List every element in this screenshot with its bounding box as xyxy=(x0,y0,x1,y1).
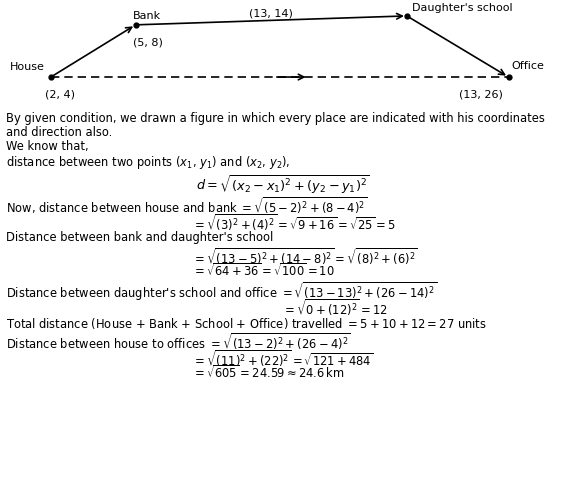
Text: $= \sqrt{64+36} = \sqrt{100} = 10$: $= \sqrt{64+36} = \sqrt{100} = 10$ xyxy=(192,262,335,279)
Text: distance between two points ($x_1$, $y_1$) and ($x_2$, $y_2$),: distance between two points ($x_1$, $y_1… xyxy=(6,154,290,171)
Text: $= \sqrt{(3)^2 + (4)^2} = \sqrt{9+16} = \sqrt{25} = 5$: $= \sqrt{(3)^2 + (4)^2} = \sqrt{9+16} = … xyxy=(192,212,396,234)
Text: (2, 4): (2, 4) xyxy=(45,89,75,99)
Text: We know that,: We know that, xyxy=(6,140,88,153)
Text: Now, distance between house and bank $= \sqrt{(5-2)^2 + (8-4)^2}$: Now, distance between house and bank $= … xyxy=(6,195,367,217)
Text: and direction also.: and direction also. xyxy=(6,126,112,139)
Text: By given condition, we drawn a figure in which every place are indicated with hi: By given condition, we drawn a figure in… xyxy=(6,112,545,125)
Text: Distance between house to offices $= \sqrt{(13-2)^2 + (26-4)^2}$: Distance between house to offices $= \sq… xyxy=(6,331,351,352)
Text: (5, 8): (5, 8) xyxy=(133,37,163,47)
Text: Distance between bank and daughter's school: Distance between bank and daughter's sch… xyxy=(6,231,273,244)
Text: Total distance (House + Bank + School + Office) travelled $= 5 + 10 + 12 = 27$ u: Total distance (House + Bank + School + … xyxy=(6,316,486,331)
Text: (13, 14): (13, 14) xyxy=(249,8,293,18)
Text: $= \sqrt{(11)^2 + (22)^2} = \sqrt{121+484}$: $= \sqrt{(11)^2 + (22)^2} = \sqrt{121+48… xyxy=(192,348,373,370)
Text: Bank: Bank xyxy=(133,11,161,21)
Text: Daughter's school: Daughter's school xyxy=(412,3,513,13)
Text: $d = \sqrt{(x_2 - x_1)^2 + (y_2 - y_1)^2}$: $d = \sqrt{(x_2 - x_1)^2 + (y_2 - y_1)^2… xyxy=(195,174,370,196)
Text: Distance between daughter's school and office $= \sqrt{(13-13)^2 + (26-14)^2}$: Distance between daughter's school and o… xyxy=(6,280,437,303)
Text: $= \sqrt{0 + (12)^2} = 12$: $= \sqrt{0 + (12)^2} = 12$ xyxy=(282,297,388,319)
Text: $= \sqrt{605} = 24.59 \approx 24.6\,\mathrm{km}$: $= \sqrt{605} = 24.59 \approx 24.6\,\mat… xyxy=(192,364,345,381)
Text: Office: Office xyxy=(511,61,544,71)
Text: $= \sqrt{(13-5)^2 + (14-8)^2} = \sqrt{(8)^2 + (6)^2}$: $= \sqrt{(13-5)^2 + (14-8)^2} = \sqrt{(8… xyxy=(192,247,418,267)
Text: House: House xyxy=(10,62,45,72)
Text: (13, 26): (13, 26) xyxy=(459,89,503,99)
